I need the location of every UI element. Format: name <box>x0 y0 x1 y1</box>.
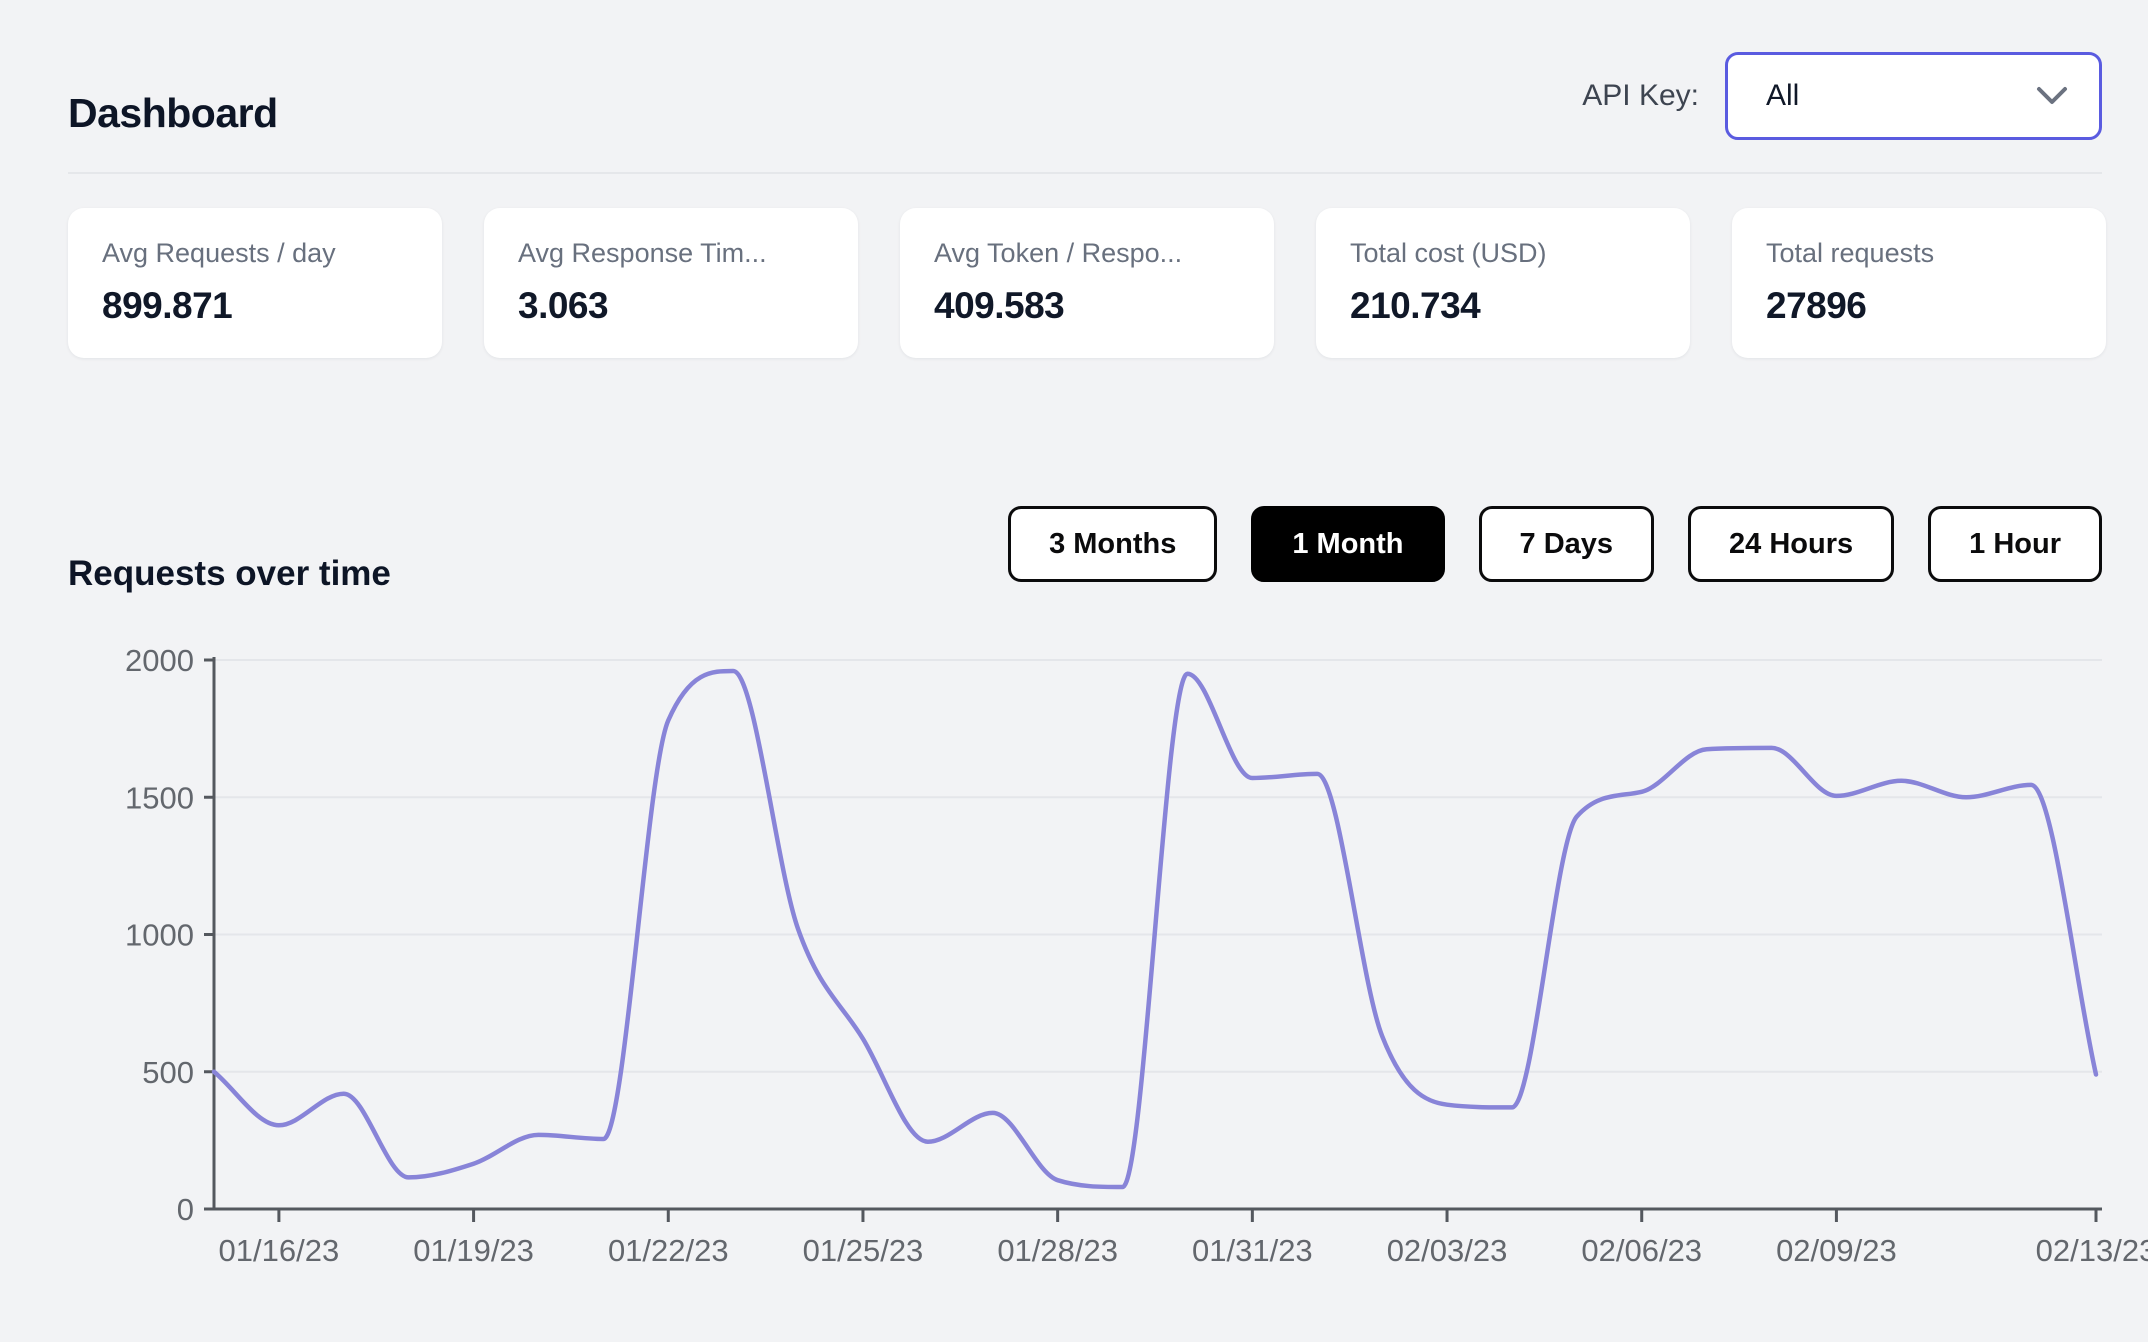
stat-cards-row: Avg Requests / day 899.871 Avg Response … <box>68 208 2106 358</box>
x-tick-label: 01/22/23 <box>608 1233 729 1268</box>
page-title: Dashboard <box>68 90 278 137</box>
x-tick-label: 01/28/23 <box>997 1233 1118 1268</box>
stat-label: Total requests <box>1766 238 1935 268</box>
chart-section-title: Requests over time <box>68 554 391 594</box>
header-divider <box>68 172 2102 174</box>
y-tick-label: 0 <box>177 1192 194 1227</box>
stat-label: Total cost (USD) <box>1350 238 1547 268</box>
time-range-buttons: 3 Months 1 Month 7 Days 24 Hours 1 Hour <box>1008 506 2102 582</box>
range-button-3-months[interactable]: 3 Months <box>1008 506 1218 582</box>
x-tick-label: 02/13/23 <box>2036 1233 2148 1268</box>
api-key-label: API Key: <box>1582 79 1699 112</box>
api-key-select[interactable]: All <box>1725 52 2102 140</box>
stat-card-total-cost: Total cost (USD) 210.734 <box>1316 208 1690 358</box>
range-button-1-month[interactable]: 1 Month <box>1251 506 1445 582</box>
x-tick-label: 02/03/23 <box>1387 1233 1508 1268</box>
range-button-7-days[interactable]: 7 Days <box>1478 506 1655 582</box>
stat-card-avg-response-time: Avg Response Tim... 3.063 <box>484 208 858 358</box>
stat-value: 27896 <box>1766 285 1867 326</box>
stat-card-avg-token: Avg Token / Respo... 409.583 <box>900 208 1274 358</box>
x-tick-label: 01/19/23 <box>413 1233 534 1268</box>
x-tick-label: 02/09/23 <box>1776 1233 1897 1268</box>
x-tick-label: 01/25/23 <box>803 1233 924 1268</box>
stat-value: 409.583 <box>934 285 1065 326</box>
requests-line <box>211 668 2099 1190</box>
x-tick-label: 01/16/23 <box>219 1233 340 1268</box>
stat-label: Avg Requests / day <box>102 238 336 268</box>
stat-value: 899.871 <box>102 285 233 326</box>
api-key-selected-value: All <box>1766 79 1800 112</box>
x-tick-label: 01/31/23 <box>1192 1233 1313 1268</box>
stat-value: 210.734 <box>1350 285 1481 326</box>
stat-value: 3.063 <box>518 285 609 326</box>
api-key-control: API Key: All <box>1582 52 2102 140</box>
stat-card-avg-requests: Avg Requests / day 899.871 <box>68 208 442 358</box>
stat-label: Avg Token / Respo... <box>934 238 1183 268</box>
y-tick-label: 500 <box>142 1055 194 1090</box>
chevron-down-icon <box>2035 85 2069 107</box>
y-tick-label: 2000 <box>125 643 194 678</box>
stat-label: Avg Response Tim... <box>518 238 767 268</box>
y-tick-label: 1000 <box>125 918 194 953</box>
range-button-1-hour[interactable]: 1 Hour <box>1928 506 2102 582</box>
y-tick-label: 1500 <box>125 780 194 815</box>
x-tick-label: 02/06/23 <box>1581 1233 1702 1268</box>
stat-card-total-requests: Total requests 27896 <box>1732 208 2106 358</box>
range-button-24-hours[interactable]: 24 Hours <box>1688 506 1895 582</box>
